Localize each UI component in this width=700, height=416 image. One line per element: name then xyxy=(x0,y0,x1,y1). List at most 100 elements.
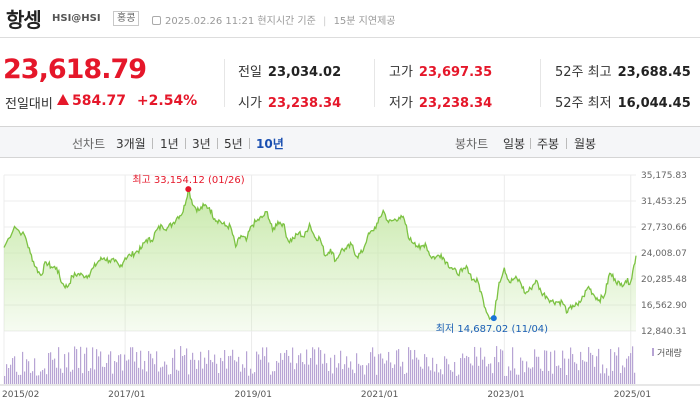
tab-monthly[interactable]: 월봉 xyxy=(574,137,597,151)
volume-bar xyxy=(588,347,590,384)
volume-bar xyxy=(150,353,152,384)
volume-bar xyxy=(22,351,24,384)
volume-bar xyxy=(354,373,356,384)
volume-bar xyxy=(604,373,606,384)
tab-separator xyxy=(566,138,567,149)
tab-3y[interactable]: 3년 xyxy=(192,137,211,151)
volume-bar xyxy=(340,350,342,384)
volume-bar xyxy=(506,375,508,384)
volume-bar xyxy=(344,364,346,384)
volume-bar xyxy=(590,352,592,384)
volume-bar xyxy=(476,356,478,384)
tab-10y[interactable]: 10년 xyxy=(256,137,284,151)
volume-bar xyxy=(336,367,338,384)
volume-bar xyxy=(426,357,428,384)
volume-bar xyxy=(226,368,228,384)
tab-1y[interactable]: 1년 xyxy=(160,137,179,151)
volume-bar xyxy=(198,360,200,384)
volume-bar xyxy=(62,372,64,384)
price-chart[interactable]: 35,175.83 31,453.25 27,730.66 24,008.07 20,2… xyxy=(0,159,700,416)
volume-bar xyxy=(6,364,8,384)
volume-bar xyxy=(144,360,146,384)
volume-bar xyxy=(186,348,188,384)
volume-bar xyxy=(370,352,372,384)
stat-value: 23,034.02 xyxy=(267,65,342,80)
line-chart-label: 선차트 xyxy=(72,137,106,151)
volume-bar xyxy=(404,373,406,384)
tab-separator xyxy=(530,138,531,149)
volume-bar xyxy=(138,367,140,384)
stat-value: 16,044.45 xyxy=(617,96,691,111)
current-price: 23,618.79 xyxy=(3,54,147,85)
y-tick-label: 12,840.31 xyxy=(641,327,687,337)
volume-bar xyxy=(410,350,412,384)
volume-bar xyxy=(216,363,218,384)
tab-5y[interactable]: 5년 xyxy=(224,137,243,151)
volume-bar xyxy=(424,354,426,384)
volume-bar xyxy=(528,367,530,384)
volume-bar xyxy=(632,346,634,384)
volume-bar xyxy=(248,375,250,384)
volume-bar xyxy=(556,366,558,384)
volume-bar xyxy=(338,363,340,384)
volume-bar xyxy=(36,375,38,384)
volume-bar xyxy=(192,352,194,384)
volume-bar xyxy=(118,355,120,384)
volume-bar xyxy=(510,370,512,384)
volume-bar xyxy=(618,347,620,384)
volume-bar xyxy=(492,373,494,384)
volume-legend-label: 거래량 xyxy=(657,347,682,359)
volume-bar xyxy=(260,359,262,384)
volume-bar xyxy=(98,356,100,384)
stat-value: 23,238.34 xyxy=(418,96,493,111)
index-title: 항셍 xyxy=(6,8,42,32)
volume-bar xyxy=(594,366,596,384)
volume-bar xyxy=(448,364,450,384)
volume-bar xyxy=(302,362,304,384)
volume-bar xyxy=(90,368,92,384)
volume-bar xyxy=(582,360,584,384)
volume-bar xyxy=(266,347,268,384)
tab-daily[interactable]: 일봉 xyxy=(503,137,526,151)
volume-bar xyxy=(416,357,418,384)
volume-bar xyxy=(154,364,156,384)
volume-bar xyxy=(82,373,84,384)
tab-separator xyxy=(217,138,218,149)
volume-bar xyxy=(18,374,20,384)
volume-bar xyxy=(130,347,132,384)
volume-bar xyxy=(156,351,158,384)
volume-bar xyxy=(432,357,434,384)
volume-bar xyxy=(102,366,104,384)
stat-value: 23,697.35 xyxy=(418,65,493,80)
volume-bar xyxy=(242,364,244,384)
volume-bar xyxy=(46,374,48,384)
stat-prev-close: 전일 23,034.02 xyxy=(238,61,341,80)
volume-bar xyxy=(12,358,14,384)
volume-bar xyxy=(606,368,608,384)
tab-weekly[interactable]: 주봉 xyxy=(537,137,560,151)
x-tick-label: 2021/01 xyxy=(361,390,398,400)
volume-bar xyxy=(326,363,328,384)
volume-bar xyxy=(190,359,192,384)
volume-bar xyxy=(480,347,482,384)
volume-bar xyxy=(146,371,148,384)
candle-chart-label: 봉차트 xyxy=(455,137,489,151)
volume-bar xyxy=(576,363,578,384)
volume-bar xyxy=(290,362,292,384)
volume-bar xyxy=(240,371,242,384)
volume-bar xyxy=(200,351,202,384)
volume-bar xyxy=(474,346,476,384)
volume-bar xyxy=(258,354,260,384)
volume-bar xyxy=(574,362,576,384)
volume-bar xyxy=(194,359,196,384)
volume-bar xyxy=(304,364,306,384)
volume-bar xyxy=(488,363,490,384)
volume-bar xyxy=(134,361,136,384)
volume-bar xyxy=(320,350,322,384)
volume-bar xyxy=(402,361,404,384)
volume-bar xyxy=(296,363,298,384)
volume-bar xyxy=(234,360,236,384)
volume-bar xyxy=(586,361,588,384)
volume-bar xyxy=(224,350,226,384)
tab-3m[interactable]: 3개월 xyxy=(116,137,146,151)
